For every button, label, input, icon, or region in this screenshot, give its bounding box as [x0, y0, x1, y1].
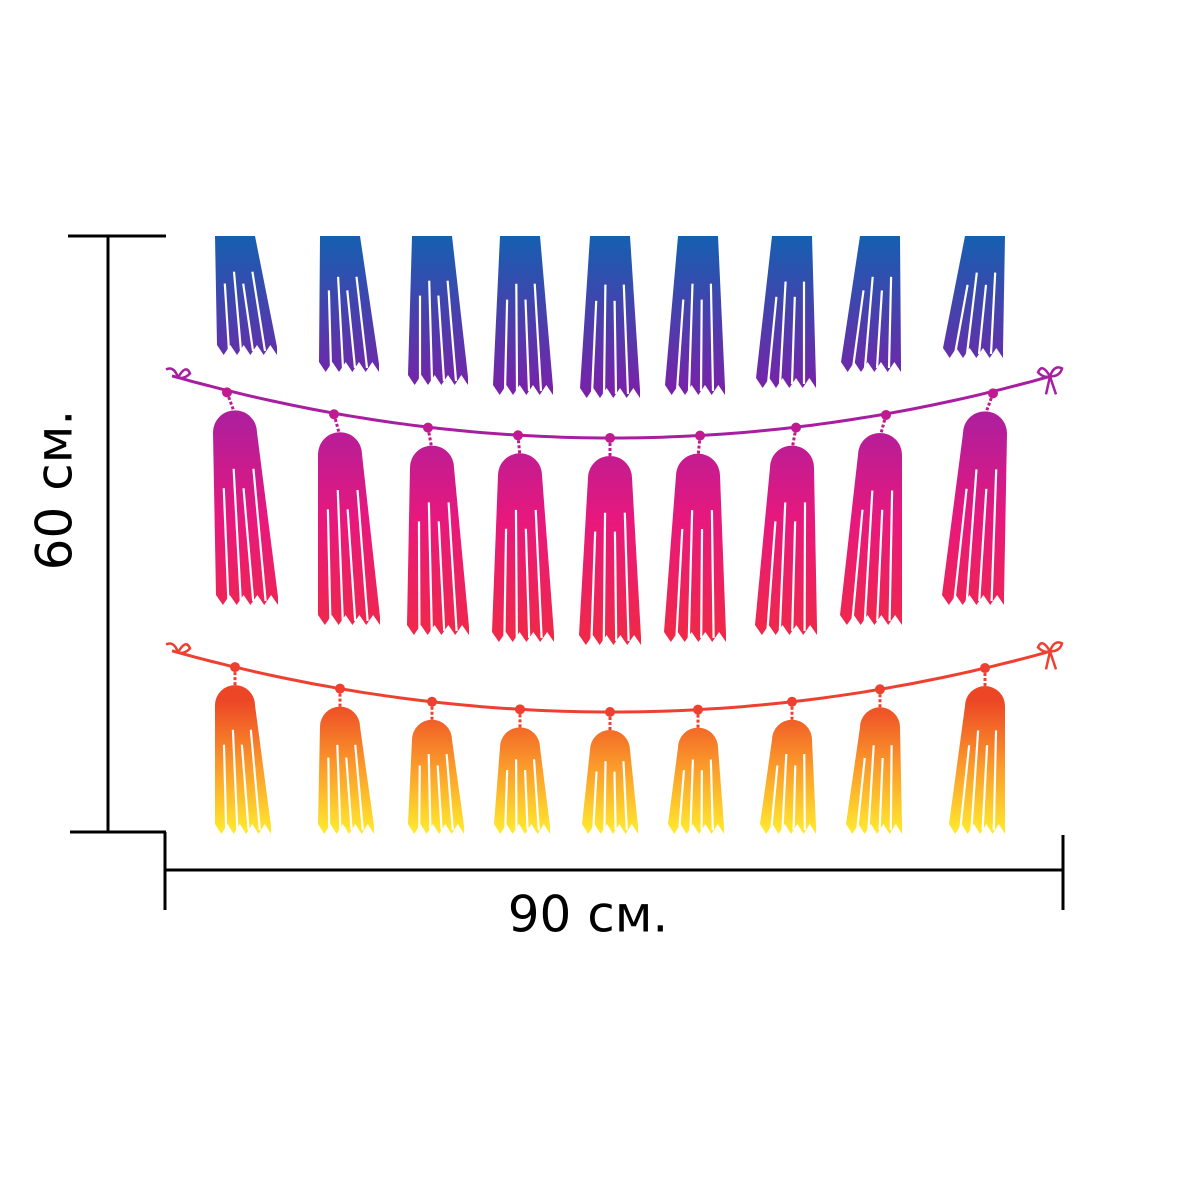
tassel	[755, 446, 817, 635]
tassel-slit	[328, 758, 329, 830]
tassel	[407, 446, 469, 635]
tassel-slit	[516, 510, 517, 638]
tassel-slit	[804, 754, 805, 830]
tassel	[668, 728, 724, 834]
tassel	[580, 236, 640, 398]
tassel-slit	[701, 529, 702, 638]
bow	[166, 369, 190, 379]
tassel	[760, 720, 816, 834]
tassel	[408, 236, 468, 385]
string	[172, 651, 1052, 712]
tassel-slit	[419, 765, 420, 830]
tassel-slit	[701, 300, 702, 391]
bow	[166, 643, 190, 653]
tassel	[665, 236, 725, 395]
bow	[1038, 642, 1062, 669]
tassel-slit	[615, 301, 616, 394]
tassel	[582, 730, 638, 834]
tassel	[492, 453, 554, 642]
tassel-slit	[615, 532, 616, 641]
tassel-slit	[516, 284, 517, 391]
tassel-garland	[166, 236, 1062, 834]
tassel	[494, 727, 550, 834]
width-label: 90 см.	[508, 886, 669, 944]
tassel	[756, 236, 816, 388]
bow	[1038, 367, 1062, 394]
tassel-slit	[891, 745, 892, 830]
tassel-slit	[604, 285, 605, 394]
tassel-slit	[604, 513, 605, 641]
tassel	[664, 454, 726, 642]
tassel-slit	[604, 761, 605, 830]
tassel	[493, 236, 553, 395]
height-label: 60 см.	[26, 410, 84, 571]
tassel-slit	[614, 772, 615, 830]
tassel	[318, 707, 374, 834]
tassel	[579, 456, 641, 645]
tassel	[408, 720, 464, 834]
tassel	[846, 707, 902, 834]
